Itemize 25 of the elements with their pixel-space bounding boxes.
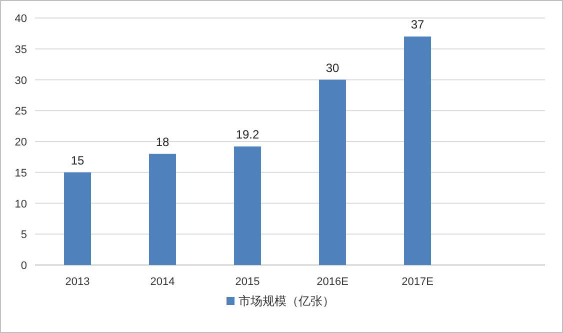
- y-tick-label: 35: [14, 44, 27, 56]
- y-tick-label: 20: [14, 136, 27, 148]
- y-tick-label: 25: [14, 106, 27, 118]
- data-label: 37: [410, 18, 424, 32]
- y-tick-label: 15: [14, 167, 27, 180]
- x-tick-label: 2014: [150, 276, 175, 288]
- y-tick-label: 40: [14, 13, 27, 25]
- data-label: 19.2: [236, 127, 260, 142]
- legend-label: 市场规模（亿张）: [238, 294, 334, 308]
- y-tick-label: 30: [14, 74, 27, 87]
- bar: [319, 80, 346, 265]
- y-tick-label: 0: [20, 260, 27, 272]
- x-tick-label: 2016E: [316, 276, 348, 288]
- data-label: 30: [326, 60, 340, 75]
- bar: [234, 146, 261, 265]
- bar: [404, 36, 431, 265]
- data-label: 18: [156, 134, 170, 149]
- y-tick-label: 5: [20, 229, 27, 242]
- data-label: 15: [70, 153, 84, 168]
- y-tick-label: 10: [14, 198, 27, 210]
- x-tick-label: 2015: [235, 276, 260, 288]
- x-tick-label: 2013: [65, 276, 90, 288]
- bar: [149, 154, 176, 265]
- bar: [64, 172, 91, 265]
- x-tick-label: 2017E: [402, 276, 434, 288]
